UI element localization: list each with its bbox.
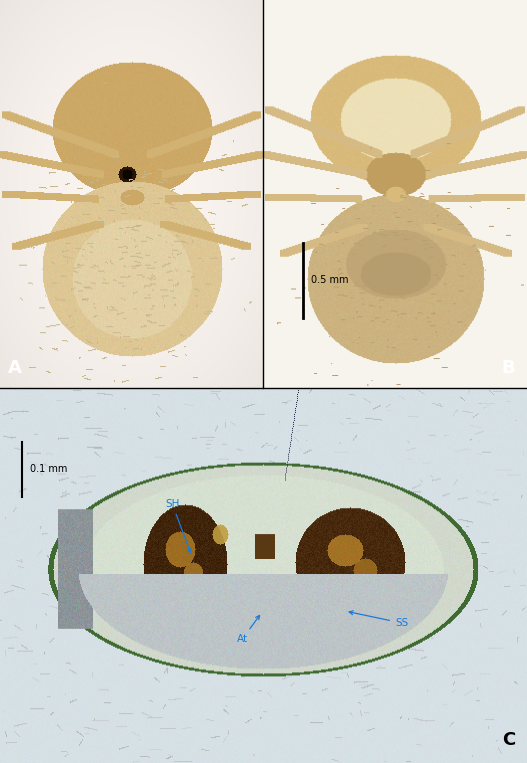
Text: At: At — [237, 616, 260, 644]
Text: A: A — [8, 359, 22, 377]
Text: C: C — [502, 731, 515, 749]
Text: SH: SH — [165, 499, 191, 552]
Text: B: B — [501, 359, 515, 377]
Text: 0.1 mm: 0.1 mm — [30, 464, 67, 474]
Text: SS: SS — [349, 611, 408, 628]
Text: 0.5 mm: 0.5 mm — [311, 275, 348, 285]
